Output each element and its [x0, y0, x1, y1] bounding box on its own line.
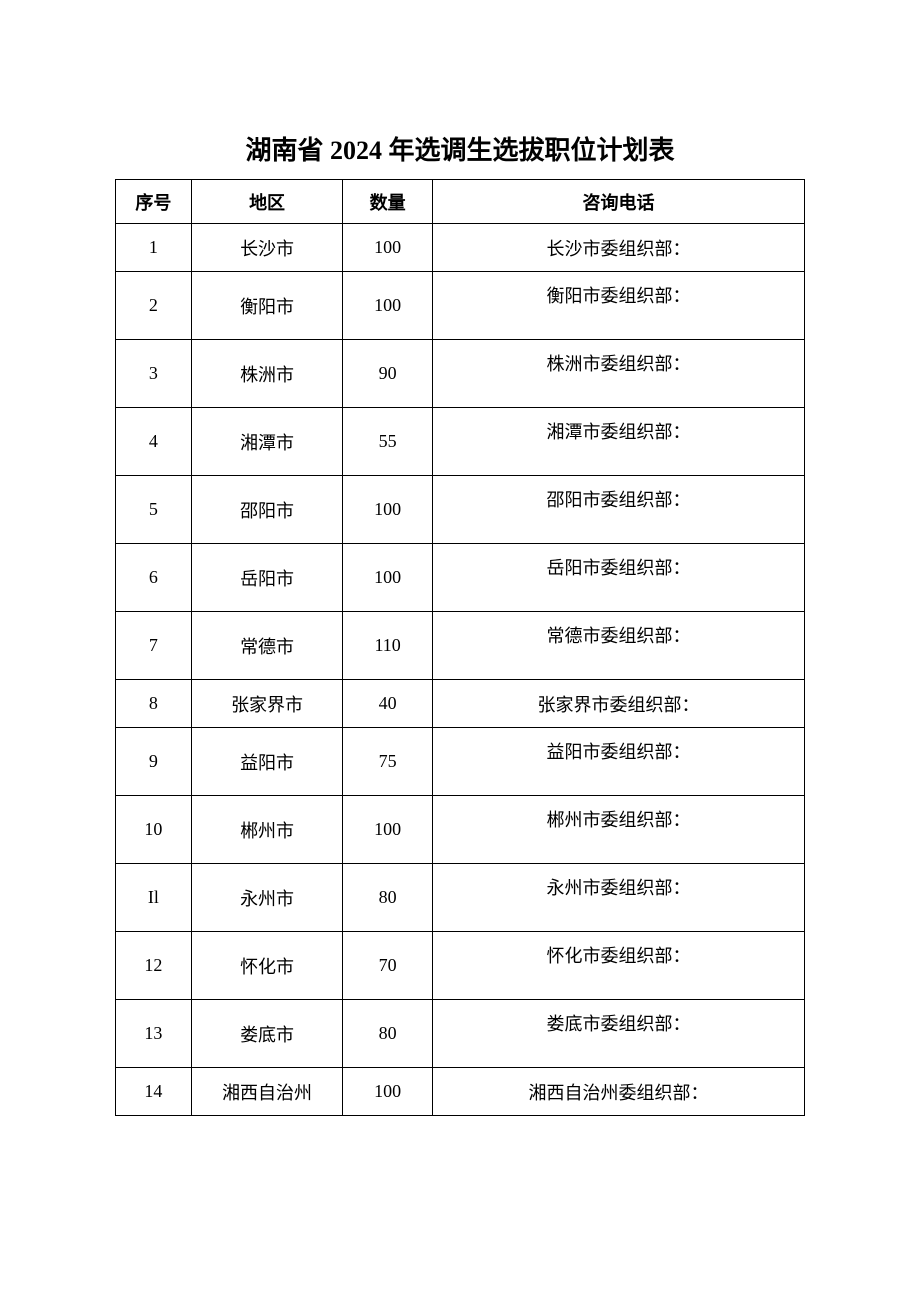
header-region: 地区: [191, 180, 343, 224]
cell-region: 娄底市: [191, 1000, 343, 1068]
cell-index: 10: [116, 796, 192, 864]
cell-contact: 张家界市委组织部：: [432, 680, 804, 728]
cell-index: 7: [116, 612, 192, 680]
cell-quantity: 70: [343, 932, 433, 1000]
cell-index: 1: [116, 224, 192, 272]
cell-region: 岳阳市: [191, 544, 343, 612]
cell-index: 2: [116, 272, 192, 340]
cell-contact: 郴州市委组织部：: [432, 796, 804, 864]
cell-quantity: 100: [343, 1068, 433, 1116]
cell-contact: 岳阳市委组织部：: [432, 544, 804, 612]
table-row: 3株洲市90株洲市委组织部：: [116, 340, 805, 408]
cell-contact: 衡阳市委组织部：: [432, 272, 804, 340]
cell-quantity: 80: [343, 1000, 433, 1068]
cell-contact: 益阳市委组织部：: [432, 728, 804, 796]
table-row: 10郴州市100郴州市委组织部：: [116, 796, 805, 864]
header-qty: 数量: [343, 180, 433, 224]
cell-contact: 长沙市委组织部：: [432, 224, 804, 272]
cell-quantity: 100: [343, 224, 433, 272]
cell-region: 湘西自治州: [191, 1068, 343, 1116]
table-row: 6岳阳市100岳阳市委组织部：: [116, 544, 805, 612]
cell-region: 常德市: [191, 612, 343, 680]
cell-index: 14: [116, 1068, 192, 1116]
cell-region: 衡阳市: [191, 272, 343, 340]
cell-contact: 怀化市委组织部：: [432, 932, 804, 1000]
table-row: 8张家界市40张家界市委组织部：: [116, 680, 805, 728]
cell-index: 5: [116, 476, 192, 544]
cell-region: 株洲市: [191, 340, 343, 408]
cell-contact: 株洲市委组织部：: [432, 340, 804, 408]
cell-index: 8: [116, 680, 192, 728]
table-row: 14湘西自治州100湘西自治州委组织部：: [116, 1068, 805, 1116]
cell-contact: 湘西自治州委组织部：: [432, 1068, 804, 1116]
table-row: 12怀化市70怀化市委组织部：: [116, 932, 805, 1000]
header-contact: 咨询电话: [432, 180, 804, 224]
cell-quantity: 100: [343, 476, 433, 544]
page-title: 湖南省 2024 年选调生选拔职位计划表: [115, 130, 805, 167]
cell-contact: 湘潭市委组织部：: [432, 408, 804, 476]
cell-region: 湘潭市: [191, 408, 343, 476]
cell-region: 邵阳市: [191, 476, 343, 544]
cell-contact: 常德市委组织部：: [432, 612, 804, 680]
table-row: Il永州市80永州市委组织部：: [116, 864, 805, 932]
cell-region: 永州市: [191, 864, 343, 932]
table-row: 2衡阳市100衡阳市委组织部：: [116, 272, 805, 340]
cell-quantity: 100: [343, 796, 433, 864]
plan-table: 序号 地区 数量 咨询电话 1长沙市100长沙市委组织部：2衡阳市100衡阳市委…: [115, 179, 805, 1116]
table-row: 9益阳市75益阳市委组织部：: [116, 728, 805, 796]
cell-quantity: 55: [343, 408, 433, 476]
cell-contact: 永州市委组织部：: [432, 864, 804, 932]
cell-index: 9: [116, 728, 192, 796]
table-header-row: 序号 地区 数量 咨询电话: [116, 180, 805, 224]
cell-index: 6: [116, 544, 192, 612]
cell-contact: 邵阳市委组织部：: [432, 476, 804, 544]
table-row: 4湘潭市55湘潭市委组织部：: [116, 408, 805, 476]
table-row: 5邵阳市100邵阳市委组织部：: [116, 476, 805, 544]
cell-contact: 娄底市委组织部：: [432, 1000, 804, 1068]
cell-index: Il: [116, 864, 192, 932]
cell-quantity: 100: [343, 544, 433, 612]
cell-region: 郴州市: [191, 796, 343, 864]
cell-region: 长沙市: [191, 224, 343, 272]
table-row: 13娄底市80娄底市委组织部：: [116, 1000, 805, 1068]
cell-region: 张家界市: [191, 680, 343, 728]
cell-quantity: 40: [343, 680, 433, 728]
cell-region: 怀化市: [191, 932, 343, 1000]
cell-quantity: 110: [343, 612, 433, 680]
cell-quantity: 90: [343, 340, 433, 408]
cell-index: 12: [116, 932, 192, 1000]
cell-region: 益阳市: [191, 728, 343, 796]
table-body: 1长沙市100长沙市委组织部：2衡阳市100衡阳市委组织部：3株洲市90株洲市委…: [116, 224, 805, 1116]
table-row: 7常德市110常德市委组织部：: [116, 612, 805, 680]
cell-index: 13: [116, 1000, 192, 1068]
cell-index: 3: [116, 340, 192, 408]
header-index: 序号: [116, 180, 192, 224]
cell-quantity: 80: [343, 864, 433, 932]
cell-quantity: 100: [343, 272, 433, 340]
cell-quantity: 75: [343, 728, 433, 796]
table-row: 1长沙市100长沙市委组织部：: [116, 224, 805, 272]
cell-index: 4: [116, 408, 192, 476]
